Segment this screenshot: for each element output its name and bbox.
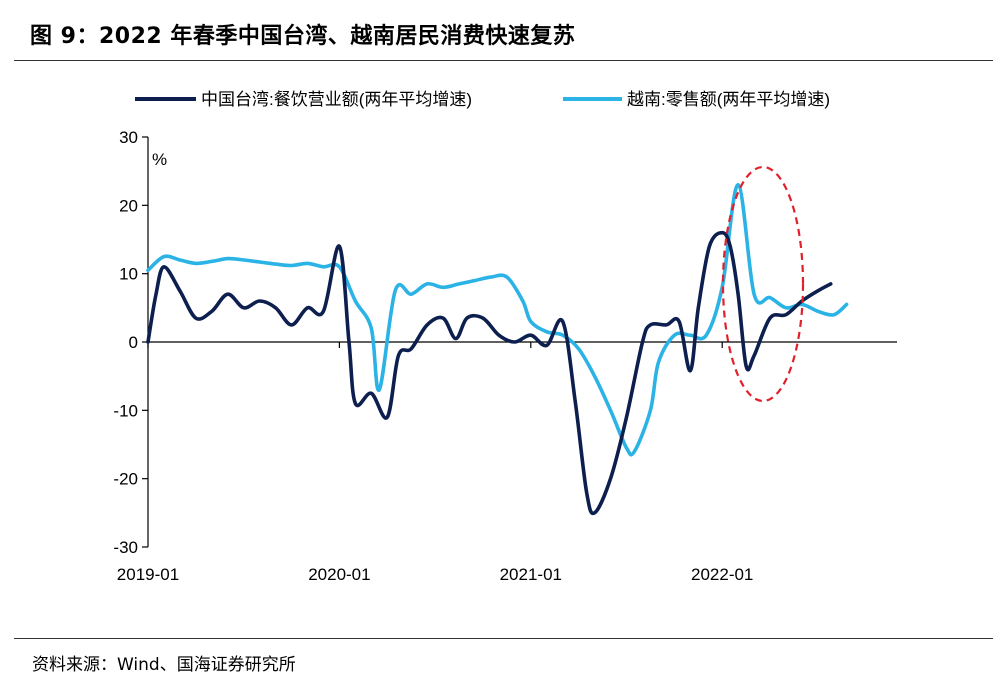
x-tick-label: 2022-01 [691, 565, 753, 584]
highlight-ellipse [721, 165, 805, 403]
x-tick-label: 2019-01 [117, 565, 179, 584]
bottom-divider [14, 638, 993, 639]
top-divider [14, 60, 993, 61]
y-tick-label: 30 [119, 128, 138, 147]
chart-title: 图 9：2022 年春季中国台湾、越南居民消费快速复苏 [30, 24, 576, 49]
y-tick-label: -30 [113, 538, 138, 557]
y-tick-label: 20 [119, 196, 138, 215]
y-unit-label: % [152, 150, 167, 169]
y-tick-label: -20 [113, 470, 138, 489]
series-line-vietnam [146, 182, 849, 457]
annotation-group [721, 165, 805, 403]
x-tick-label: 2021-01 [500, 565, 562, 584]
legend-label-taiwan: 中国台湾:餐饮营业额(两年平均增速) [201, 90, 472, 109]
legend: 中国台湾:餐饮营业额(两年平均增速) 越南:零售额(两年平均增速) [135, 90, 830, 109]
y-tick-label: -10 [113, 401, 138, 420]
series-line-taiwan [146, 230, 833, 516]
chart-svg: 中国台湾:餐饮营业额(两年平均增速) 越南:零售额(两年平均增速) % 30 20… [113, 90, 897, 584]
axes: 30 20 10 0 -10 -20 -30 2019-01 2020-01 2021-01 202… [113, 128, 897, 584]
legend-label-vietnam: 越南:零售额(两年平均增速) [627, 90, 830, 109]
y-tick-label: 0 [129, 333, 138, 352]
y-tick-label: 10 [119, 265, 138, 284]
x-tick-label: 2020-01 [308, 565, 370, 584]
source-note: 资料来源：Wind、国海证券研究所 [32, 655, 296, 675]
series-group [146, 182, 849, 516]
